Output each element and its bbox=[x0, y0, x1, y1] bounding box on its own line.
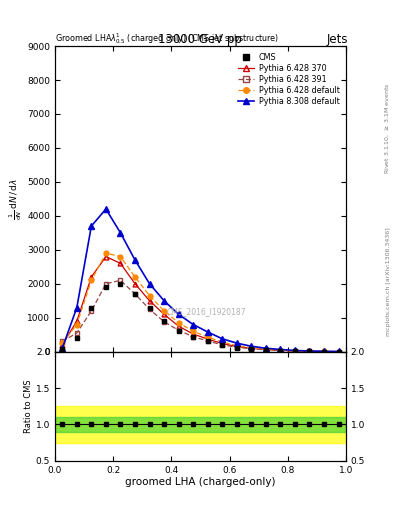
Text: mcplots.cern.ch [arXiv:1306.3436]: mcplots.cern.ch [arXiv:1306.3436] bbox=[386, 227, 391, 336]
Bar bbox=[55, 406, 346, 442]
Y-axis label: Ratio to CMS: Ratio to CMS bbox=[24, 379, 33, 433]
Bar bbox=[55, 417, 346, 432]
Text: CMS_2016_I1920187: CMS_2016_I1920187 bbox=[167, 307, 246, 316]
Y-axis label: $\frac{1}{\mathrm{d}N}\,\mathrm{d}N\,/\,\mathrm{d}\lambda$: $\frac{1}{\mathrm{d}N}\,\mathrm{d}N\,/\,… bbox=[8, 178, 24, 220]
Text: Groomed LHA$\lambda^{1}_{0.5}$ (charged only) (CMS jet substructure): Groomed LHA$\lambda^{1}_{0.5}$ (charged … bbox=[55, 31, 279, 46]
X-axis label: groomed LHA (charged-only): groomed LHA (charged-only) bbox=[125, 477, 275, 487]
Text: Jets: Jets bbox=[326, 33, 348, 46]
Legend: CMS, Pythia 6.428 370, Pythia 6.428 391, Pythia 6.428 default, Pythia 8.308 defa: CMS, Pythia 6.428 370, Pythia 6.428 391,… bbox=[236, 50, 342, 108]
Text: 13000 GeV pp: 13000 GeV pp bbox=[158, 33, 242, 46]
Text: Rivet 3.1.10, $\geq$ 3.1M events: Rivet 3.1.10, $\geq$ 3.1M events bbox=[384, 82, 391, 174]
